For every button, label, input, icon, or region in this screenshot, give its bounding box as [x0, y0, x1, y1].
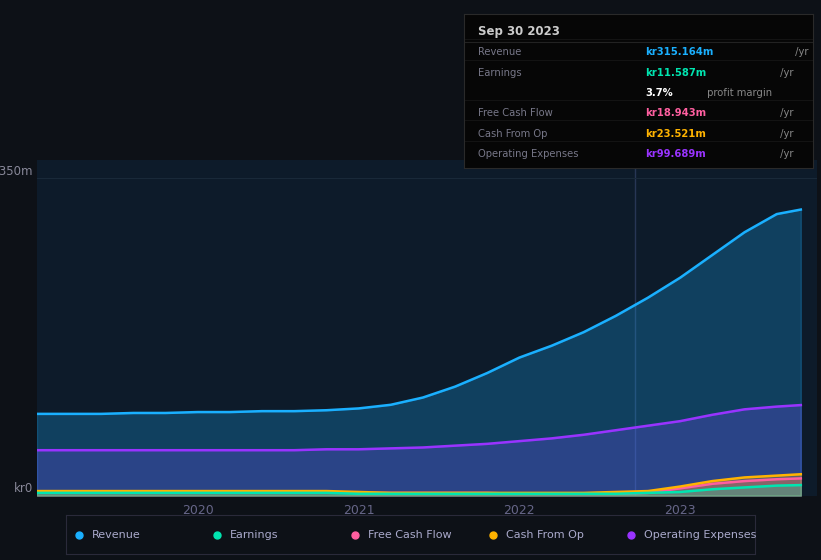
Text: kr99.689m: kr99.689m [645, 149, 706, 159]
Text: /yr: /yr [777, 68, 794, 78]
Text: 3.7%: 3.7% [645, 88, 673, 98]
Text: Operating Expenses: Operating Expenses [478, 149, 578, 159]
Text: kr11.587m: kr11.587m [645, 68, 707, 78]
Text: /yr: /yr [777, 129, 794, 138]
Text: Cash From Op: Cash From Op [478, 129, 548, 138]
Text: Revenue: Revenue [478, 48, 521, 58]
Text: Cash From Op: Cash From Op [506, 530, 584, 540]
Text: /yr: /yr [777, 149, 794, 159]
Text: kr18.943m: kr18.943m [645, 108, 706, 118]
Text: kr350m: kr350m [0, 165, 33, 178]
Text: kr315.164m: kr315.164m [645, 48, 713, 58]
Text: Earnings: Earnings [478, 68, 521, 78]
Text: kr23.521m: kr23.521m [645, 129, 706, 138]
Text: /yr: /yr [777, 108, 794, 118]
Text: /yr: /yr [792, 48, 809, 58]
Text: Sep 30 2023: Sep 30 2023 [478, 25, 560, 38]
Text: kr0: kr0 [14, 482, 33, 494]
Text: Revenue: Revenue [92, 530, 140, 540]
Text: Free Cash Flow: Free Cash Flow [368, 530, 452, 540]
Text: Operating Expenses: Operating Expenses [644, 530, 756, 540]
Text: Earnings: Earnings [230, 530, 278, 540]
Text: profit margin: profit margin [704, 88, 772, 98]
Text: Free Cash Flow: Free Cash Flow [478, 108, 553, 118]
